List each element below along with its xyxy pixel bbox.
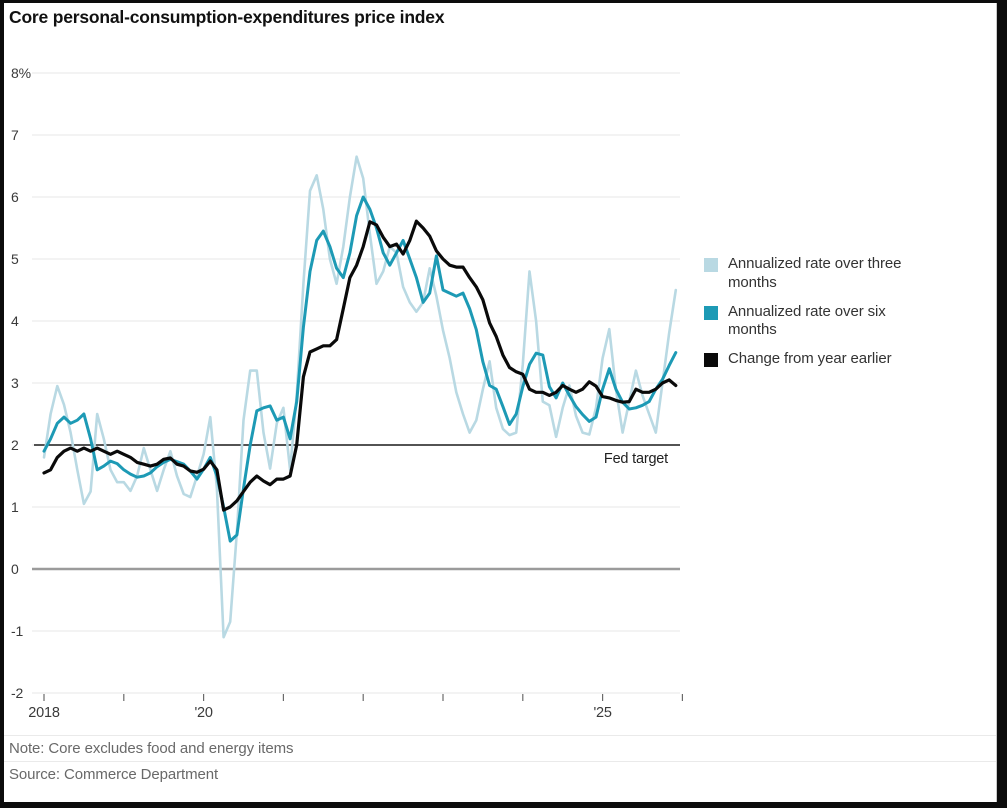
legend-label: Annualized rate over three months bbox=[728, 255, 902, 291]
fed-target-label: Fed target bbox=[603, 451, 668, 467]
footnotes: Note: Core excludes food and energy item… bbox=[4, 735, 996, 787]
chart-legend: Annualized rate over three months Annual… bbox=[704, 255, 994, 379]
y-tick-label: 5 bbox=[11, 251, 19, 267]
legend-label: Annualized rate over six months bbox=[728, 302, 886, 339]
chart-source: Source: Commerce Department bbox=[4, 761, 996, 787]
chart-frame: Core personal-consumption-expenditures p… bbox=[4, 3, 997, 802]
y-tick-label: 2 bbox=[11, 437, 19, 453]
legend-item-six-month: Annualized rate over six months bbox=[704, 303, 994, 341]
series-line-0 bbox=[42, 155, 678, 639]
y-tick-label: 0 bbox=[11, 561, 19, 577]
series-line-2 bbox=[42, 219, 678, 512]
y-tick-label: -2 bbox=[11, 685, 23, 701]
three-month-swatch-icon bbox=[704, 258, 718, 272]
y-tick-label: 8% bbox=[11, 65, 31, 81]
series-line-1 bbox=[42, 195, 678, 543]
yoy-swatch-icon bbox=[704, 353, 718, 367]
y-tick-label: 6 bbox=[11, 189, 19, 205]
y-tick-label: 4 bbox=[11, 313, 19, 329]
y-tick-label: -1 bbox=[11, 623, 23, 639]
y-tick-label: 3 bbox=[11, 375, 19, 391]
x-tick-label: 2018 bbox=[28, 705, 60, 721]
chart-note: Note: Core excludes food and energy item… bbox=[4, 735, 996, 761]
x-tick-label: '20 bbox=[194, 705, 212, 721]
y-tick-label: 7 bbox=[11, 127, 19, 143]
legend-item-three-month: Annualized rate over three months bbox=[704, 255, 994, 293]
chart-title: Core personal-consumption-expenditures p… bbox=[9, 7, 445, 27]
legend-item-yoy: Change from year earlier bbox=[704, 350, 994, 369]
chart-canvas: 8% 7 6 5 4 3 2 1 0 -1 -2 2018 '20 '25 bbox=[11, 65, 684, 721]
x-tick-label: '25 bbox=[593, 705, 611, 721]
y-tick-label: 1 bbox=[11, 499, 19, 515]
six-month-swatch-icon bbox=[704, 305, 718, 320]
legend-label: Change from year earlier bbox=[728, 350, 892, 367]
